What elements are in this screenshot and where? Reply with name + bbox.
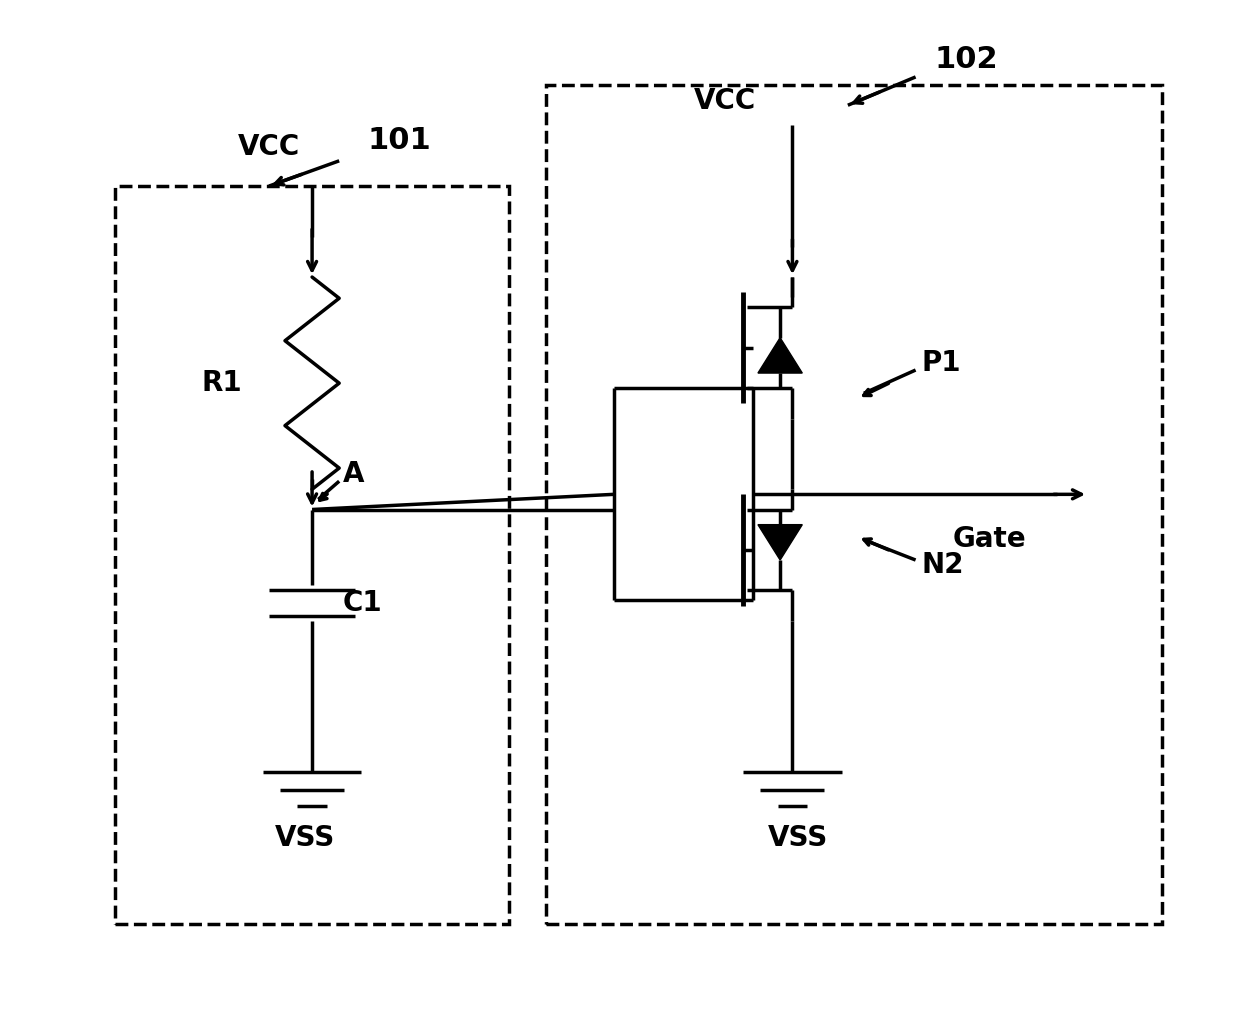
Text: A: A — [343, 461, 365, 488]
Text: C1: C1 — [343, 589, 382, 616]
Polygon shape — [758, 337, 802, 373]
Bar — [115, 186, 510, 924]
Text: N2: N2 — [921, 551, 965, 579]
Text: VCC: VCC — [238, 132, 300, 161]
Text: VSS: VSS — [275, 824, 335, 852]
Text: Gate: Gate — [952, 525, 1027, 552]
Text: P1: P1 — [921, 348, 961, 377]
Text: 101: 101 — [367, 126, 432, 155]
Polygon shape — [758, 525, 802, 560]
Text: 102: 102 — [934, 45, 998, 74]
Text: R1: R1 — [201, 369, 242, 397]
Bar — [546, 85, 1162, 924]
Text: VSS: VSS — [768, 824, 828, 852]
Text: VCC: VCC — [694, 88, 756, 115]
